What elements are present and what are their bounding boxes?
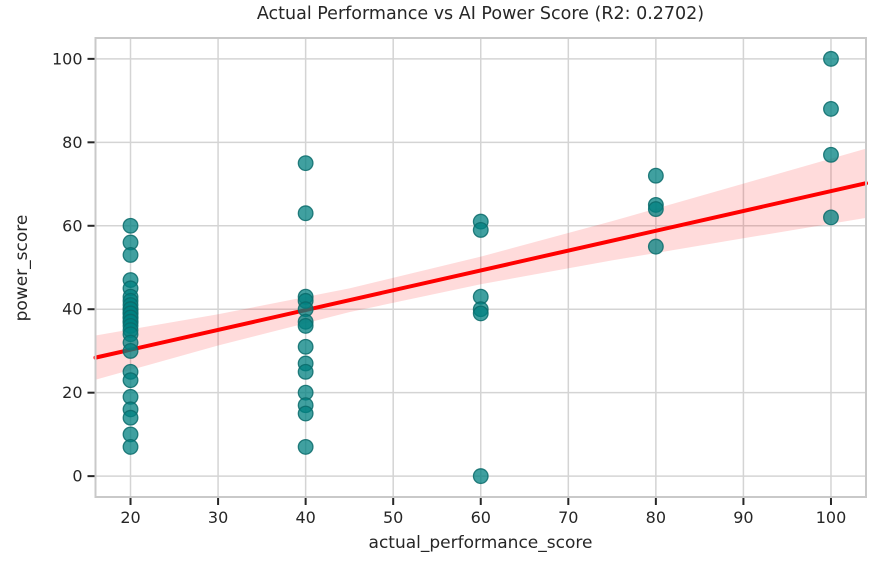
y-tick-label: 0 bbox=[72, 467, 82, 486]
y-tick-label: 60 bbox=[62, 216, 82, 235]
data-point bbox=[823, 209, 839, 226]
data-point bbox=[823, 100, 839, 117]
x-tick-label: 100 bbox=[816, 508, 847, 527]
data-point bbox=[297, 317, 314, 334]
data-point bbox=[647, 167, 664, 184]
x-tick-label: 20 bbox=[120, 508, 140, 527]
data-point bbox=[122, 372, 139, 389]
x-tick-label: 30 bbox=[208, 508, 228, 527]
y-tick-label: 80 bbox=[62, 133, 82, 152]
x-tick-label: 50 bbox=[383, 508, 403, 527]
y-tick-label: 40 bbox=[62, 300, 82, 319]
data-point bbox=[647, 238, 664, 255]
data-point bbox=[823, 50, 839, 67]
data-point bbox=[472, 221, 489, 238]
data-point bbox=[122, 438, 139, 455]
x-tick-label: 90 bbox=[733, 508, 753, 527]
data-point bbox=[122, 343, 139, 359]
x-tick-label: 70 bbox=[558, 508, 578, 527]
data-point bbox=[823, 146, 839, 163]
confidence-band bbox=[95, 148, 866, 380]
data-point bbox=[297, 205, 314, 222]
data-point bbox=[297, 363, 314, 380]
x-tick-label: 40 bbox=[295, 508, 315, 527]
chart-title: Actual Performance vs AI Power Score (R2… bbox=[256, 4, 705, 24]
y-tick-label: 20 bbox=[62, 383, 82, 402]
x-tick-label: 60 bbox=[471, 508, 491, 527]
data-point bbox=[647, 201, 664, 218]
regression-line bbox=[93, 181, 868, 360]
x-tick-label: 80 bbox=[646, 508, 666, 527]
y-tick-label: 100 bbox=[52, 49, 83, 68]
x-axis-label: actual_performance_score bbox=[368, 533, 593, 553]
data-point bbox=[122, 247, 139, 263]
data-point bbox=[297, 155, 314, 172]
plot-border bbox=[94, 37, 867, 498]
data-point bbox=[122, 217, 139, 234]
data-point bbox=[122, 409, 139, 426]
data-point bbox=[472, 305, 489, 322]
data-point bbox=[297, 405, 314, 422]
data-point bbox=[297, 438, 314, 455]
data-point bbox=[297, 338, 314, 355]
data-point bbox=[472, 468, 489, 485]
